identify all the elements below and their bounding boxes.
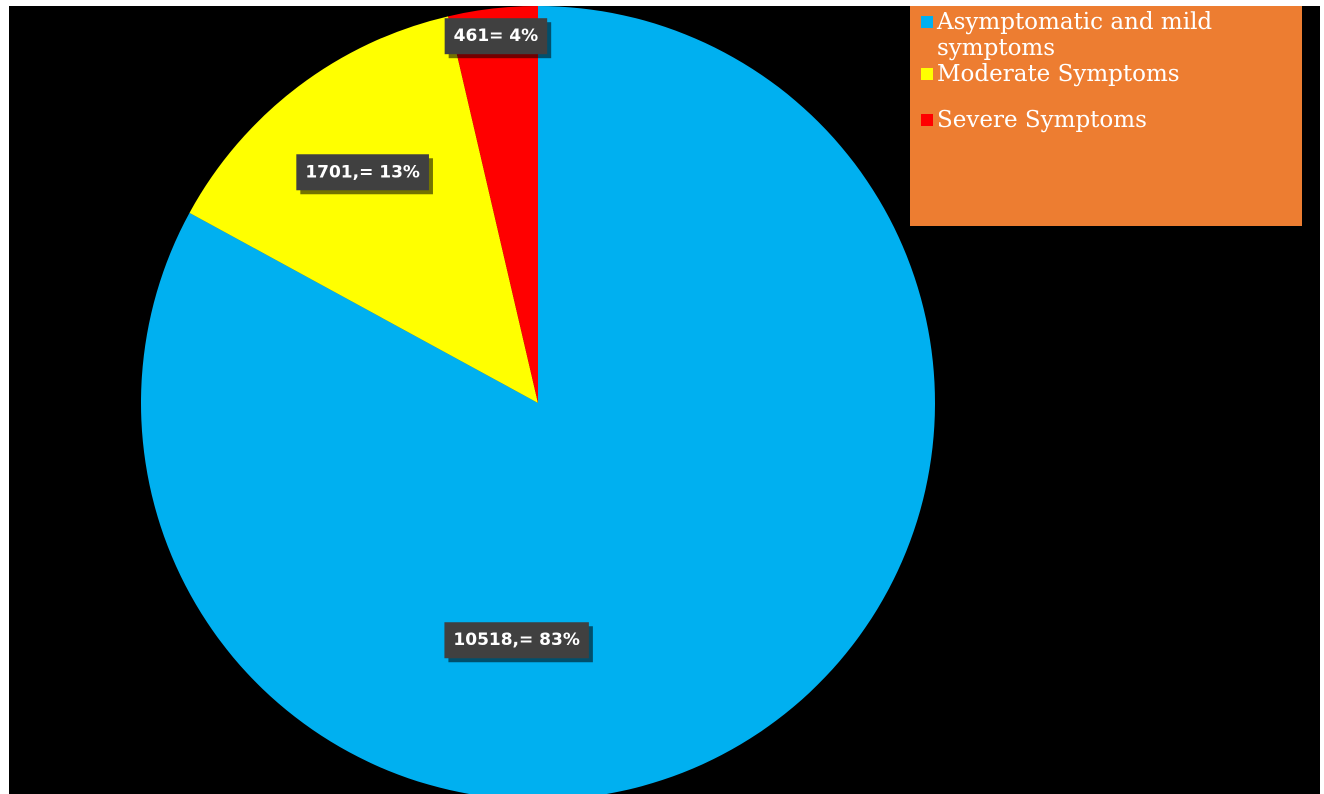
data-label-text-asymptomatic: 10518,= 83% xyxy=(453,630,579,650)
legend-swatch-moderate xyxy=(921,68,933,80)
chart-area: 10518,= 83% 1701,= 13% 461= 4% Asymptomati… xyxy=(9,6,1320,794)
data-label-box xyxy=(444,18,548,55)
pie-slice-moderate xyxy=(189,16,538,403)
chart-legend: Asymptomatic and mild symptoms Moderate … xyxy=(910,6,1302,226)
data-label-moderate: 1701,= 13% xyxy=(296,154,433,195)
data-label-box xyxy=(296,154,429,191)
legend-item-moderate: Moderate Symptoms xyxy=(921,61,1294,87)
data-label-asymptomatic: 10518,= 83% xyxy=(444,622,593,663)
legend-label-asymptomatic: Asymptomatic and mild symptoms xyxy=(937,9,1213,61)
legend-item-severe: Severe Symptoms xyxy=(921,107,1294,133)
data-label-text-severe: 461= 4% xyxy=(454,26,539,46)
data-label-box xyxy=(444,622,589,659)
pie-slice-severe xyxy=(448,6,538,403)
data-label-severe: 461= 4% xyxy=(444,18,552,59)
legend-swatch-asymptomatic xyxy=(921,16,933,28)
legend-item-asymptomatic: Asymptomatic and mild symptoms xyxy=(921,9,1294,61)
pie-chart: 10518,= 83% 1701,= 13% 461= 4% xyxy=(140,6,935,794)
legend-label-moderate: Moderate Symptoms xyxy=(937,61,1180,87)
pie-slice-asymptomatic xyxy=(140,6,935,794)
data-label-text-moderate: 1701,= 13% xyxy=(305,162,420,182)
legend-swatch-severe xyxy=(921,114,933,126)
legend-label-severe: Severe Symptoms xyxy=(937,107,1147,133)
